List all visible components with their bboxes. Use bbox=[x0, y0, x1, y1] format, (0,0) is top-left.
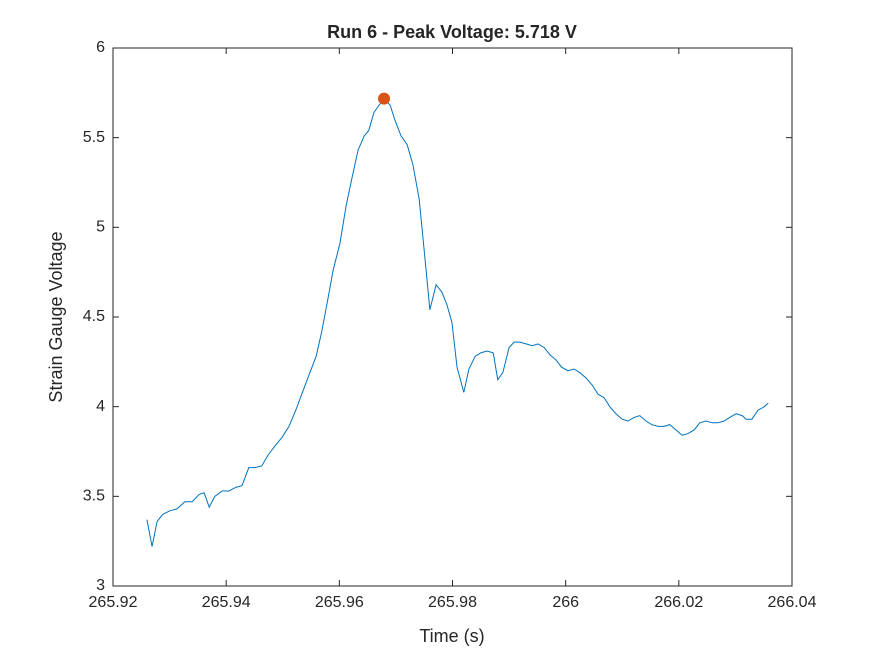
x-tick-label: 266.02 bbox=[654, 594, 703, 611]
y-tick-label: 3 bbox=[96, 577, 105, 594]
y-tick-label: 4.5 bbox=[83, 308, 105, 325]
axes-box bbox=[112, 47, 793, 587]
y-tick-label: 5 bbox=[96, 219, 105, 236]
x-tick-label: 266 bbox=[552, 594, 579, 611]
x-axis-label: Time (s) bbox=[419, 626, 484, 646]
x-tick-label: 265.92 bbox=[89, 594, 138, 611]
x-tick-label: 265.98 bbox=[428, 594, 477, 611]
y-tick-label: 3.5 bbox=[83, 488, 105, 505]
x-tick-label: 266.04 bbox=[768, 594, 817, 611]
peak-marker bbox=[378, 92, 391, 105]
y-tick-label: 5.5 bbox=[83, 129, 105, 146]
y-tick-label: 4 bbox=[96, 398, 105, 415]
y-axis-label: Strain Gauge Voltage bbox=[46, 231, 66, 402]
x-tick-label: 265.96 bbox=[315, 594, 364, 611]
x-tick-label: 265.94 bbox=[202, 594, 251, 611]
y-tick-label: 6 bbox=[96, 39, 105, 56]
chart-title: Run 6 - Peak Voltage: 5.718 V bbox=[327, 22, 577, 42]
data-line bbox=[146, 97, 769, 547]
